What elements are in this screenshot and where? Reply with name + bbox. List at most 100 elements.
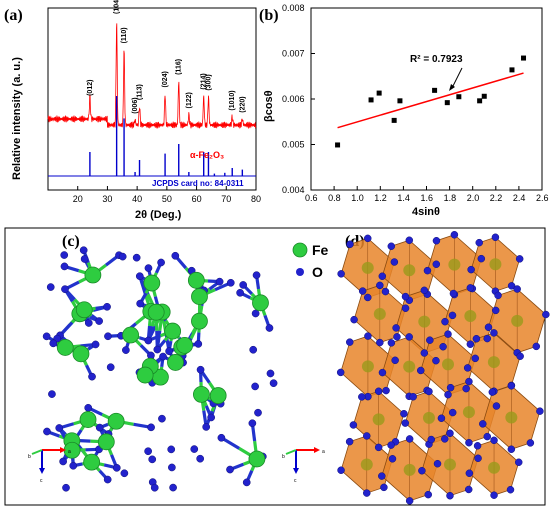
panel-c-o-atom — [147, 423, 155, 432]
legend-o-swatch — [296, 268, 304, 276]
panel-d-axis-b-label: b — [282, 454, 285, 460]
panel-a-xtick-label: 70 — [221, 194, 231, 204]
panel-d-o-atom — [405, 497, 414, 505]
legend-fe-swatch — [292, 242, 308, 258]
panel-c-o-atom — [132, 253, 141, 262]
panel-c-o-atom — [79, 246, 88, 255]
panel-d-o-atom — [405, 435, 414, 443]
panel-d-o-atom — [345, 437, 354, 446]
panel-c-o-atom — [252, 271, 261, 280]
panel-a-frame — [47, 7, 257, 191]
panel-d-o-atom — [439, 342, 447, 351]
panel-d-o-atom — [444, 390, 452, 399]
panel-c-o-atom — [95, 317, 103, 325]
panel-c-o-atom — [202, 423, 211, 431]
panel-c-fe-atom — [147, 303, 165, 321]
panel-d-o-atom — [337, 270, 345, 278]
panel-a-xlabel: 2θ (Deg.) — [135, 209, 182, 221]
panel-d-o-atom — [488, 388, 497, 396]
panel-d-o-atom — [446, 429, 454, 438]
panel-b-fit-line — [337, 72, 524, 129]
panel-a: (a) Relative intensity (a. u.) 2θ (Deg.)… — [4, 0, 261, 221]
panel-d-o-atom — [490, 329, 498, 337]
panel-c-o-atom — [248, 419, 257, 428]
panel-d-o-atom — [420, 349, 429, 357]
panel-d-fe-atom — [422, 411, 435, 424]
panel-d-fe-atom — [511, 314, 524, 327]
panel-d-fe-atom — [403, 264, 416, 277]
structure-frame — [4, 227, 546, 506]
panel-b-ytick-label: 0.004 — [282, 185, 305, 195]
panel-d-o-atom — [467, 265, 475, 274]
panel-c-o-atom — [61, 285, 69, 294]
panel-d-o-atom — [337, 466, 345, 474]
panel-c-fe-atom — [107, 412, 125, 430]
panel-a-xtick-label: 50 — [162, 194, 172, 204]
panel-c-o-atom — [48, 390, 56, 398]
panel-d-fe-atom — [464, 310, 477, 323]
panel-c-o-atom — [135, 272, 144, 281]
panel-d-fe-atom — [361, 360, 374, 373]
panel-d-fe-atom — [373, 307, 386, 320]
panel-a-peak-label: (006) — [132, 97, 139, 113]
panel-b-xtick-label: 2.6 — [536, 193, 549, 203]
panel-c-o-atom — [144, 447, 152, 456]
panel-d-o-atom — [388, 455, 397, 463]
panel-c-fe-atom — [83, 453, 101, 471]
panel-c-o-atom — [190, 445, 199, 453]
panel-d-o-atom — [532, 342, 541, 351]
panel-c-o-atom — [159, 352, 167, 361]
panel-d-o-atom — [376, 338, 384, 347]
panel-c-o-atom — [84, 403, 93, 412]
panel-d-o-atom — [417, 366, 425, 375]
panel-c-fe-atom — [143, 274, 161, 292]
panel-d-o-atom — [364, 234, 372, 243]
panel-c-o-atom — [239, 281, 248, 289]
panel-d-o-atom — [490, 436, 498, 445]
panel-c-o-atom — [251, 382, 259, 391]
panel-d-o-atom — [424, 490, 432, 499]
panel-c-fe-atom — [79, 411, 97, 428]
panel-d-o-atom — [405, 236, 414, 245]
panel-d-axis-a-label: a — [322, 449, 325, 455]
panel-b-point — [335, 142, 341, 148]
panel-b-xtick-label: 0.6 — [305, 193, 318, 203]
panel-c-o-atom — [168, 463, 176, 472]
panel-a-peak-label: (116) — [176, 59, 183, 75]
panel-d-o-atom — [491, 306, 500, 315]
panel-c-fe-atom — [193, 385, 210, 403]
panel-d-o-atom — [382, 386, 390, 395]
panel-d-o-atom — [465, 469, 474, 477]
panel-d-o-atom — [463, 364, 472, 372]
panel-d-o-atom — [475, 238, 483, 247]
panel-c-o-atom — [157, 258, 165, 267]
panel-c-fe-atom — [191, 312, 208, 330]
panel-d-o-atom — [387, 339, 396, 347]
panel-d-axes-triad: a b c — [282, 447, 325, 484]
panel-d-o-atom — [364, 293, 372, 302]
panel-b-xtick-label: 0.8 — [328, 193, 341, 203]
panel-c-axis-c-head — [39, 468, 45, 474]
panel-b-ylabel: βcosθ — [263, 90, 275, 122]
panel-d-atoms — [336, 231, 550, 505]
panel-d-fe-atom — [403, 463, 416, 476]
panel-d-o-atom — [437, 414, 446, 422]
panel-c-o-atom — [269, 379, 278, 388]
panel-d-fe-atom — [403, 360, 416, 373]
panel-d-axis-c-head — [293, 468, 299, 474]
panel-c-fe-atom — [187, 271, 205, 289]
panel-c-o-atom — [106, 363, 115, 372]
panel-d-o-atom — [374, 443, 383, 452]
panel-a-ylabel: Relative intensity (a. u.) — [11, 57, 23, 180]
panel-c-o-atom — [215, 277, 224, 286]
panel-b-point — [456, 94, 462, 100]
panel-b-point — [481, 93, 487, 99]
panel-c-o-atom — [144, 336, 153, 345]
panel-a-xtick-label: 60 — [192, 194, 202, 204]
panel-c-o-atom — [251, 309, 260, 318]
panel-d-o-atom — [387, 441, 395, 449]
panel-c-o-atom — [46, 283, 55, 291]
panel-d-o-atom — [516, 352, 524, 360]
panel-d-fe-atom — [489, 258, 502, 271]
panel-d-o-atom — [405, 333, 413, 341]
